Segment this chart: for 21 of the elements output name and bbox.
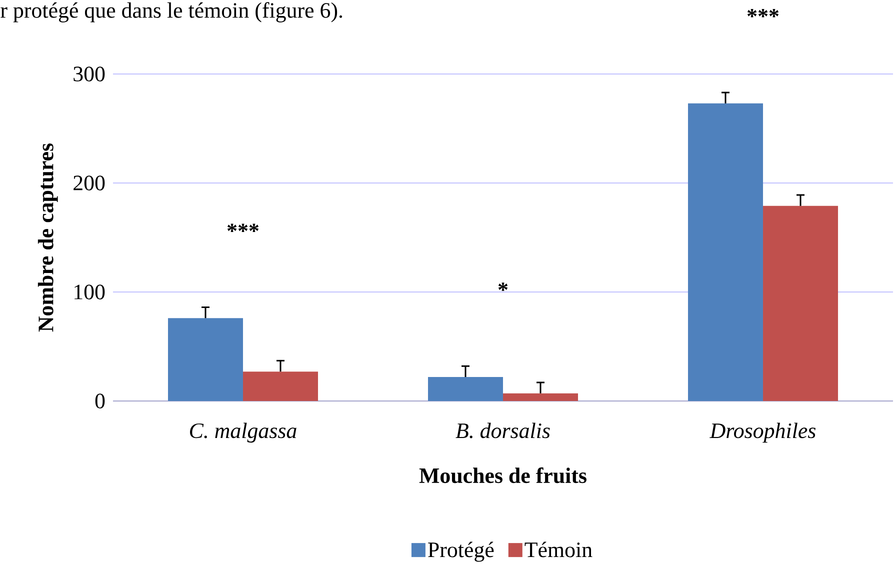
- text: ***: [747, 8, 779, 18]
- bar: [503, 393, 578, 401]
- y-tick-label: 0: [95, 394, 105, 408]
- bar: [243, 372, 318, 401]
- x-tick-label: Drosophiles: [710, 422, 816, 443]
- bar: [428, 377, 504, 401]
- bar: [763, 206, 838, 401]
- legend-label: Protégé: [428, 542, 494, 562]
- x-tick-label: B. dorsalis: [456, 422, 550, 438]
- bar: [168, 318, 244, 401]
- y-tick-label: 200: [74, 176, 105, 190]
- x-tick-label: C. malgassa: [190, 422, 296, 443]
- legend-label: Témoin: [524, 542, 592, 558]
- annotation: *: [498, 282, 508, 291]
- y-tick-label: 100: [74, 284, 105, 300]
- bar: [688, 103, 764, 401]
- text: r protégé que dans le témoin (figure 6).: [0, 2, 342, 22]
- y-tick-label: 300: [74, 66, 105, 82]
- y-axis-title: Nombre de captures: [38, 143, 58, 332]
- x-axis-title: Mouches de fruits: [419, 467, 586, 484]
- annotation: ***: [227, 224, 259, 232]
